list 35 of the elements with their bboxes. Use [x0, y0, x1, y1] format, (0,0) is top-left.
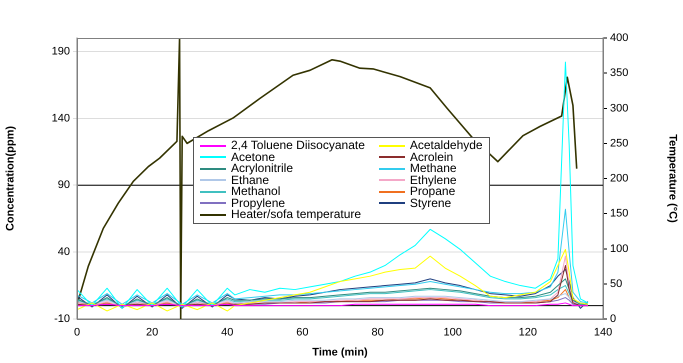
- x-tick-label: 140: [594, 326, 612, 339]
- y2-tick-label: 50: [610, 278, 622, 290]
- y-tick-label: 190: [52, 45, 70, 58]
- y-tick-label: 140: [52, 112, 70, 124]
- legend-label: Methanol: [231, 184, 280, 198]
- legend-label: Propylene: [231, 196, 286, 210]
- x-tick-label: 0: [74, 326, 80, 339]
- y2-tick-label: 200: [610, 172, 628, 185]
- x-tick-label: 60: [296, 326, 309, 339]
- y-tick-label: 40: [58, 246, 70, 258]
- legend-label: Acrolein: [410, 150, 454, 164]
- x-tick-label: 80: [371, 326, 384, 339]
- x-tick-label: 20: [146, 326, 158, 339]
- y2-tick-label: 150: [610, 208, 628, 220]
- legend-label: Acrylonitrile: [231, 161, 294, 175]
- legend-label: Ethylene: [410, 172, 457, 186]
- y-axis-title: Concentration(ppm): [4, 126, 17, 232]
- x-tick-label: 100: [444, 326, 462, 339]
- y-tick-label: -10: [54, 313, 70, 326]
- legend-label: Styrene: [410, 196, 452, 210]
- y2-tick-label: 250: [610, 137, 628, 150]
- y2-tick-label: 400: [610, 32, 628, 44]
- y2-tick-label: 100: [610, 242, 628, 255]
- y-tick-label: 90: [58, 179, 70, 192]
- x-tick-label: 120: [518, 326, 538, 339]
- y2-tick-label: 0: [610, 313, 616, 326]
- legend-label: Acetaldehyde: [410, 138, 483, 152]
- y2-axis-title: Temperature (°C): [666, 134, 678, 224]
- y2-tick-label: 300: [610, 102, 628, 114]
- y2-tick-label: 350: [610, 67, 628, 80]
- legend-label: Methane: [410, 161, 457, 175]
- legend-label: 2,4 Toluene Diisocyanate: [231, 138, 365, 152]
- x-tick-label: 40: [221, 326, 234, 339]
- legend-label: Acetone: [231, 150, 276, 164]
- x-axis-title: Time (min): [312, 346, 368, 358]
